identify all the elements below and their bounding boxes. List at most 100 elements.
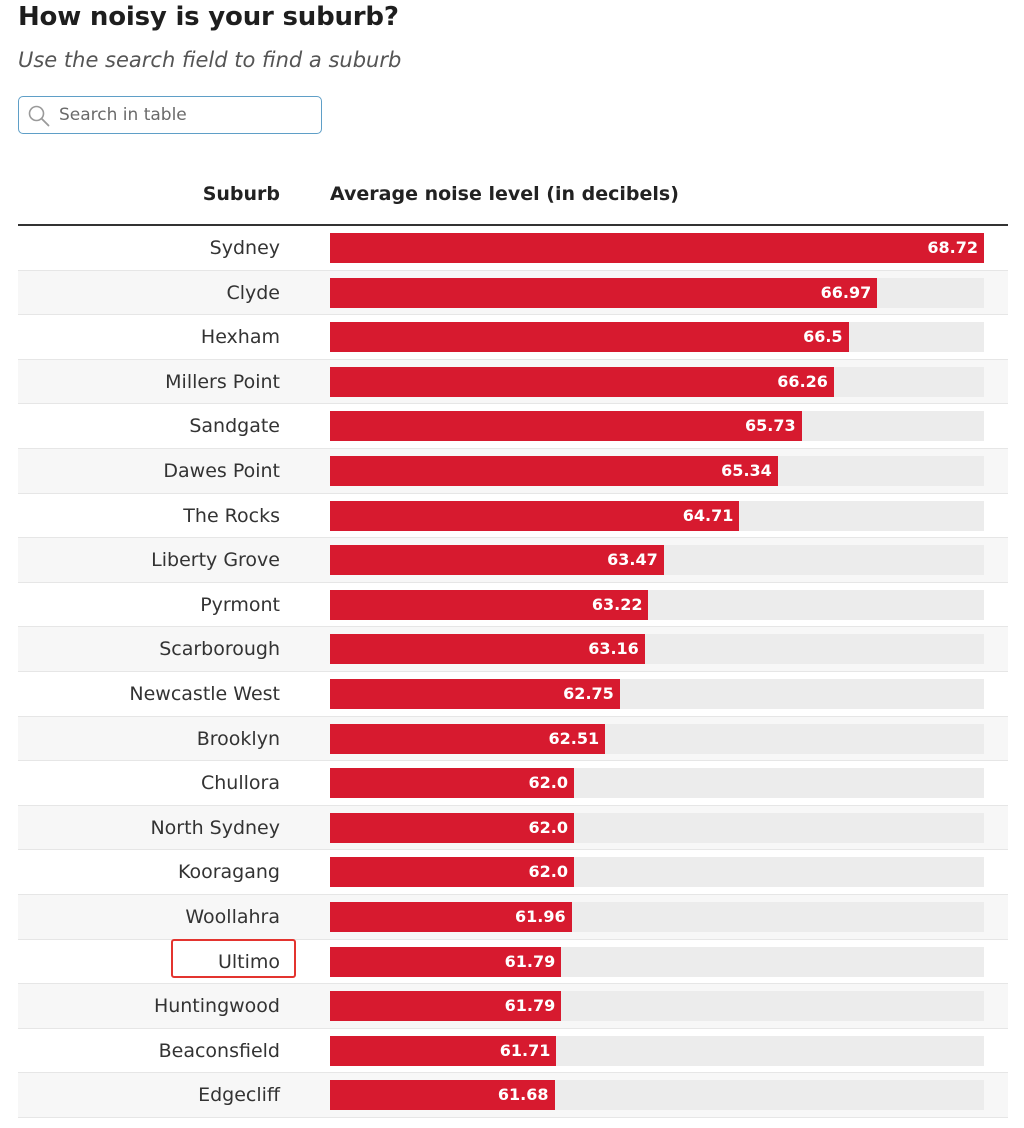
table-row: Millers Point 66.26: [18, 359, 1008, 405]
suburb-name: Millers Point: [165, 370, 280, 393]
noise-bar: 64.71: [330, 500, 740, 531]
highlight-annotation: [171, 939, 296, 978]
bar-track: 63.16: [330, 634, 984, 665]
bar-track: 61.79: [330, 946, 984, 977]
bar-track: 66.5: [330, 322, 984, 353]
noise-bar: 61.96: [330, 901, 572, 932]
suburb-name: Edgecliff: [198, 1084, 280, 1107]
bar-track: 68.72: [330, 233, 984, 263]
suburb-name: Brooklyn: [196, 727, 280, 750]
bar-track: 66.97: [330, 277, 984, 308]
suburb-name: Chullora: [201, 772, 280, 795]
table-row: Brooklyn 62.51: [18, 716, 1008, 762]
suburb-name: Pyrmont: [200, 593, 280, 616]
noise-value-label: 63.22: [591, 594, 643, 614]
noise-bar: 65.73: [330, 411, 802, 442]
table-row: Kooragang 62.0: [18, 850, 1008, 895]
bar-track: 65.73: [330, 411, 984, 442]
bar-track: 62.75: [330, 678, 984, 709]
noise-value-label: 61.71: [499, 1040, 551, 1060]
table-row: Edgecliff 61.68: [18, 1073, 1008, 1118]
table-row: Liberty Grove 63.47: [18, 538, 1008, 583]
table-row: Hexham 66.5: [18, 315, 1008, 360]
noise-bar: 62.0: [330, 812, 575, 843]
suburb-name: Hexham: [200, 326, 280, 349]
table-row: Chullora 62.0: [18, 761, 1008, 806]
bar-track: 61.71: [330, 1035, 984, 1066]
noise-value-label: 63.47: [607, 550, 658, 570]
bar-track: 65.34: [330, 455, 984, 486]
noise-value-label: 68.72: [927, 238, 978, 257]
page-subtitle: Use the search field to find a suburb: [18, 48, 402, 72]
noise-value-label: 61.79: [504, 951, 556, 971]
noise-bar: 62.51: [330, 723, 606, 754]
bar-track: 61.96: [330, 901, 984, 932]
table-row: The Rocks 64.71: [18, 494, 1008, 539]
bar-track: 62.0: [330, 857, 984, 888]
header-divider: [18, 224, 1008, 226]
noise-value-label: 62.0: [528, 862, 569, 882]
column-header-suburb[interactable]: Suburb: [202, 183, 280, 205]
table-row: Scarborough 63.16: [18, 627, 1008, 672]
suburb-name: Scarborough: [159, 638, 280, 661]
suburb-name: Woollahra: [185, 905, 280, 928]
suburb-table-body: Sydney 68.72 Clyde 66.97 Hexham 66.5 Millers P…: [18, 226, 1008, 1118]
noise-bar: 61.71: [330, 1035, 557, 1066]
noise-value-label: 62.75: [563, 683, 614, 703]
suburb-name: Kooragang: [177, 861, 280, 884]
bar-track: 63.47: [330, 545, 984, 576]
noise-value-label: 62.0: [528, 817, 569, 837]
noise-bar: 62.75: [330, 678, 620, 709]
noise-bar: 66.26: [330, 366, 834, 397]
noise-bar: 63.47: [330, 545, 664, 576]
noise-value-label: 61.96: [514, 906, 566, 926]
suburb-name: Huntingwood: [153, 995, 280, 1018]
noise-value-label: 65.34: [721, 460, 772, 480]
table-row: Sandgate 65.73: [18, 404, 1008, 449]
table-row: Sydney 68.72: [18, 226, 1008, 271]
noise-value-label: 65.73: [744, 416, 796, 436]
suburb-name: The Rocks: [183, 504, 280, 527]
table-row: Newcastle West 62.75: [18, 672, 1008, 717]
table-row: Pyrmont 63.22: [18, 583, 1008, 628]
suburb-name: Liberty Grove: [151, 549, 280, 572]
noise-value-label: 62.0: [528, 773, 569, 793]
suburb-name: Ultimo: [217, 950, 280, 973]
search-input[interactable]: [59, 97, 315, 132]
table-row: Ultimo 61.79: [18, 940, 1008, 985]
suburb-name: Beaconsfield: [158, 1039, 280, 1062]
column-header-noise-level[interactable]: Average noise level (in decibels): [330, 183, 679, 205]
table-row: Huntingwood 61.79: [18, 984, 1008, 1029]
suburb-name: North Sydney: [150, 816, 280, 839]
table-row: Clyde 66.97: [18, 270, 1008, 316]
noise-value-label: 62.51: [548, 728, 600, 748]
noise-bar: 66.5: [330, 322, 849, 353]
noise-bar: 62.0: [330, 857, 575, 888]
noise-bar: 61.79: [330, 991, 562, 1022]
bar-track: 62.51: [330, 723, 984, 754]
bar-track: 62.0: [330, 768, 984, 799]
bar-track: 63.22: [330, 589, 984, 620]
noise-bar: 63.16: [330, 634, 645, 665]
suburb-name: Clyde: [226, 281, 280, 304]
search-box[interactable]: [18, 96, 322, 134]
noise-bar: 62.0: [330, 768, 575, 799]
page-title: How noisy is your suburb?: [18, 2, 399, 32]
suburb-name: Sandgate: [189, 415, 280, 438]
noise-bar: 61.68: [330, 1080, 555, 1111]
noise-value-label: 64.71: [682, 505, 734, 525]
table-row: North Sydney 62.0: [18, 805, 1008, 851]
noise-value-label: 61.79: [504, 996, 556, 1016]
bar-track: 61.79: [330, 991, 984, 1022]
table-row: Beaconsfield 61.71: [18, 1029, 1008, 1074]
suburb-name: Newcastle West: [129, 682, 280, 705]
bar-track: 66.26: [330, 366, 984, 397]
noise-bar: 61.79: [330, 946, 562, 977]
suburb-name: Sydney: [209, 237, 280, 259]
noise-value-label: 61.68: [497, 1085, 549, 1105]
table-row: Dawes Point 65.34: [18, 448, 1008, 494]
noise-bar: 66.97: [330, 277, 878, 308]
bar-track: 62.0: [330, 812, 984, 843]
bar-track: 61.68: [330, 1080, 984, 1111]
search-icon: [27, 104, 51, 128]
